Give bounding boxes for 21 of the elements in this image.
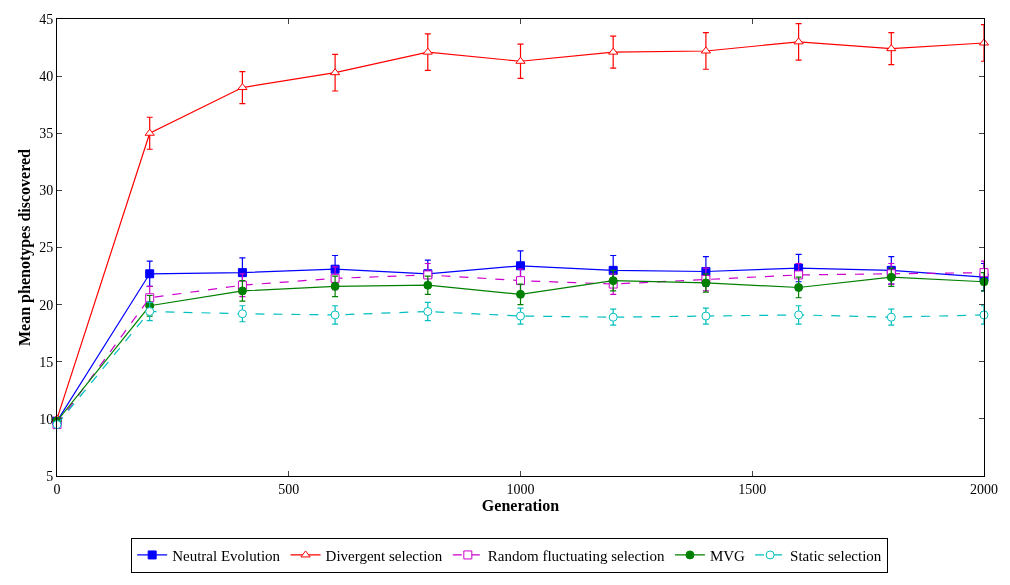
legend-label: Divergent selection: [325, 547, 443, 564]
y-tick-label: 20: [39, 297, 54, 313]
legend-label: MVG: [709, 547, 746, 564]
y-tick-label: 25: [39, 240, 54, 256]
y-tick-label: 10: [39, 411, 54, 427]
x-tick-label: 1500: [738, 481, 767, 497]
x-tick-label: 1000: [506, 481, 535, 497]
x-tick-label: 2000: [970, 481, 998, 497]
y-tick-label: 45: [39, 11, 54, 27]
y-tick-label: 40: [39, 69, 54, 85]
y-tick-label: 35: [39, 126, 54, 142]
y-tick-label: 5: [46, 468, 54, 484]
x-tick-label: 0: [53, 481, 61, 497]
legend-label: Random fluctuating selection: [487, 547, 665, 564]
x-tick-label: 500: [278, 481, 300, 497]
legend-label: Neutral Evolution: [172, 547, 281, 564]
legend-label: Static selection: [790, 547, 882, 564]
x-axis-title: Generation: [481, 496, 560, 514]
y-axis-title: Mean phenotypes discovered: [16, 148, 35, 347]
y-tick-label: 15: [39, 354, 54, 370]
y-tick-label: 30: [39, 183, 54, 199]
